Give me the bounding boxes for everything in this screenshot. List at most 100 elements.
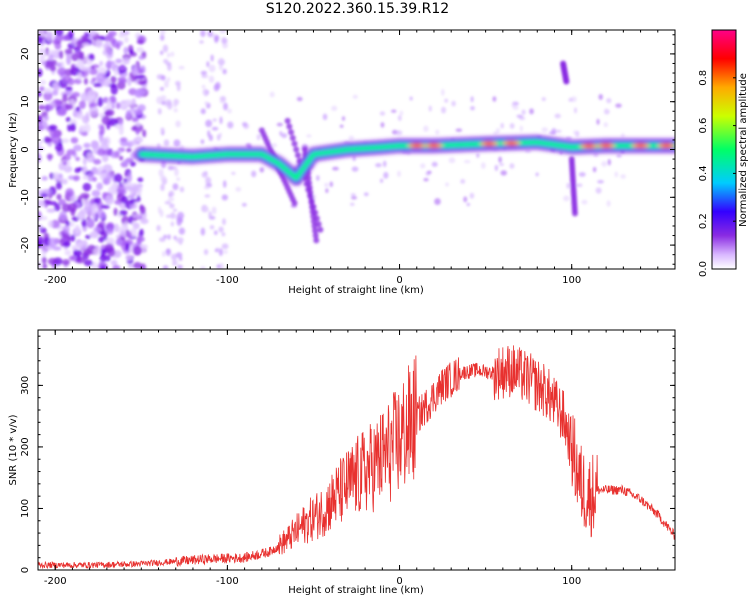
noise-blob [565, 136, 572, 141]
noise-blob [161, 250, 166, 257]
noise-blob [38, 154, 42, 163]
noise-blob [312, 193, 317, 201]
noise-blob [114, 124, 124, 129]
bottom-x-tick-label: 100 [562, 576, 581, 587]
noise-blob [332, 166, 339, 171]
noise-blob [573, 107, 578, 114]
noise-blob [200, 266, 206, 269]
noise-blob [48, 124, 58, 131]
noise-blob [170, 253, 178, 261]
noise-blob [162, 265, 169, 269]
noise-blob [136, 195, 141, 203]
ridge-hotspot-core [484, 142, 495, 146]
noise-blob [64, 48, 73, 55]
noise-blob [581, 199, 588, 205]
noise-blob [61, 138, 70, 144]
noise-blob [97, 97, 104, 107]
noise-blob [440, 106, 447, 114]
noise-blob [131, 117, 139, 123]
noise-blob [200, 227, 206, 236]
noise-blob [167, 63, 172, 71]
noise-blob [492, 96, 497, 102]
noise-blob [568, 97, 573, 102]
noise-blob [606, 98, 612, 104]
noise-blob [39, 30, 45, 38]
noise-blob [203, 185, 210, 190]
noise-blob [158, 237, 166, 242]
noise-blob [38, 47, 45, 53]
noise-blob [219, 116, 223, 125]
noise-blob [124, 186, 134, 191]
noise-blob [73, 144, 83, 152]
noise-blob [43, 88, 52, 94]
noise-blob [616, 154, 622, 158]
noise-blob [551, 128, 557, 135]
noise-blob [448, 157, 456, 164]
noise-blob [115, 58, 123, 64]
noise-blob [56, 109, 67, 116]
noise-blob [160, 75, 166, 81]
noise-blob [129, 161, 136, 167]
noise-blob [83, 142, 91, 149]
noise-blob [566, 182, 571, 189]
arm-blob [291, 140, 298, 147]
noise-blob [435, 129, 440, 135]
noise-blob [38, 199, 45, 208]
noise-blob [363, 192, 369, 197]
noise-blob [593, 152, 599, 158]
noise-blob [45, 31, 54, 42]
noise-blob [41, 249, 47, 257]
noise-blob [47, 153, 52, 162]
noise-blob [75, 106, 81, 112]
noise-blob [38, 146, 45, 151]
colorbar-label: Normalized spectral amplitude [738, 73, 749, 227]
noise-blob [139, 228, 144, 237]
noise-blob [104, 243, 114, 252]
noise-blob [397, 170, 401, 177]
noise-blob [597, 180, 604, 184]
noise-blob [106, 98, 111, 109]
noise-blob [159, 209, 164, 218]
noise-blob [43, 91, 53, 101]
top-y-tick-label: -10 [20, 189, 31, 205]
noise-blob [103, 42, 112, 51]
ridge-hotspot-core [635, 144, 646, 148]
noise-blob [178, 227, 186, 235]
noise-blob [89, 231, 99, 239]
noise-blob [604, 108, 608, 113]
noise-blob [110, 260, 118, 266]
noise-blob [423, 177, 429, 182]
noise-blob [213, 84, 220, 92]
noise-blob [167, 234, 171, 240]
noise-blob [256, 133, 261, 141]
noise-blob [111, 104, 116, 110]
noise-blob [174, 168, 179, 177]
noise-blob [445, 182, 450, 187]
noise-blob [541, 127, 548, 133]
noise-blob [102, 149, 113, 156]
noise-blob [65, 103, 74, 110]
noise-blob [163, 80, 169, 88]
noise-blob [102, 49, 107, 56]
noise-blob [123, 46, 129, 55]
noise-blob [116, 42, 121, 50]
noise-blob [70, 63, 76, 72]
noise-blob [349, 202, 355, 207]
noise-blob [172, 183, 179, 191]
noise-blob [603, 122, 609, 128]
noise-blob [84, 201, 93, 212]
noise-blob [211, 126, 219, 131]
noise-blob [63, 165, 73, 173]
ridge-hotspot-core [506, 141, 517, 145]
noise-blob [47, 237, 58, 248]
noise-blob [106, 222, 115, 230]
noise-blob [85, 58, 93, 66]
noise-blob [80, 92, 89, 102]
noise-blob [444, 98, 449, 103]
arm-blob [301, 146, 308, 153]
noise-blob [511, 103, 516, 108]
arm-blob [288, 129, 295, 136]
noise-blob [81, 42, 90, 47]
bottom-plot-frame [37, 329, 676, 571]
noise-blob [222, 180, 227, 188]
